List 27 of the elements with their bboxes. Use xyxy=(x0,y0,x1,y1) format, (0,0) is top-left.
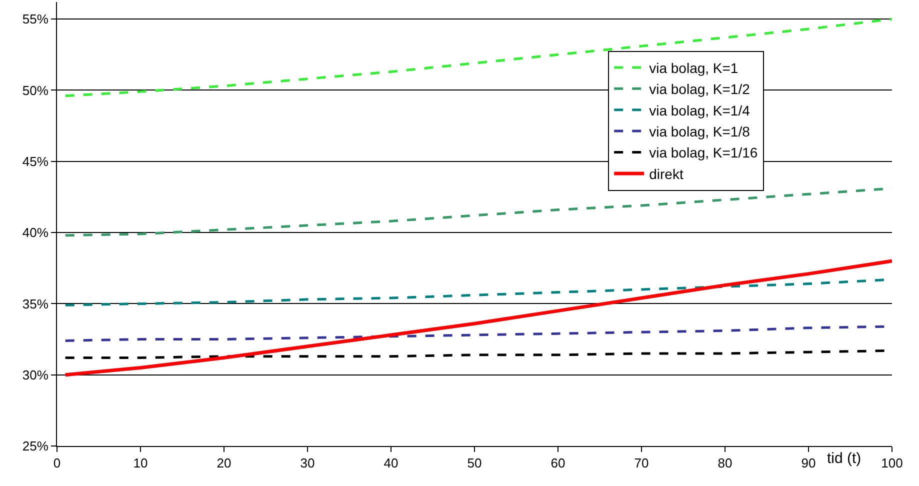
x-tick-label: 60 xyxy=(550,456,566,471)
y-tick-label: 40% xyxy=(22,225,49,240)
x-tick-label: 20 xyxy=(216,456,232,471)
legend-label: via bolag, K=1/4 xyxy=(649,102,750,118)
line-series xyxy=(64,259,892,377)
x-tick-label: 80 xyxy=(718,456,732,471)
x-tick-label: 10 xyxy=(133,456,148,471)
y-tick-label: 35% xyxy=(22,296,49,312)
legend-label: direkt xyxy=(649,166,684,182)
x-tick-label: 90 xyxy=(801,456,816,471)
x-tick-label: 30 xyxy=(300,456,315,471)
legend-label: via bolag, K=1/2 xyxy=(649,81,750,98)
y-tick-label: 50% xyxy=(22,82,49,98)
legend-label: via bolag, K=1/8 xyxy=(649,124,750,140)
x-axis-title: tid (t) xyxy=(827,450,862,467)
legend-label: via bolag, K=1/16 xyxy=(649,144,758,161)
y-tick-label: 25% xyxy=(22,438,49,454)
x-tick-label: 0 xyxy=(53,456,61,471)
x-tick-label: 50 xyxy=(467,456,482,471)
legend-label: via bolag, K=1 xyxy=(649,60,738,76)
y-tick-label: 45% xyxy=(22,154,49,169)
y-tick-label: 30% xyxy=(22,367,49,382)
x-tick-label: 40 xyxy=(384,456,398,471)
x-tick-label: 70 xyxy=(634,456,649,471)
line-series xyxy=(64,18,892,98)
y-tick-label: 55% xyxy=(22,12,49,27)
x-tick-label: 100 xyxy=(881,456,903,471)
